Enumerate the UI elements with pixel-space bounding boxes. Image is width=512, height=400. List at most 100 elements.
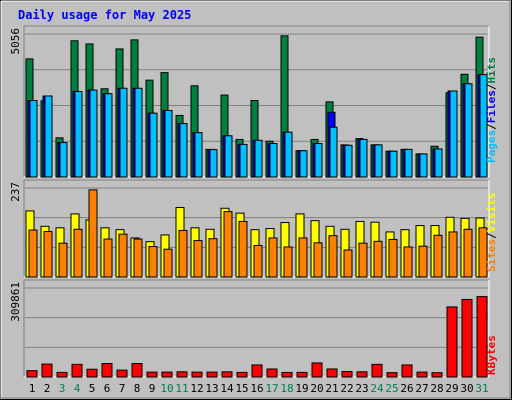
kbytes-bar <box>296 371 308 378</box>
pages-bar <box>209 149 218 178</box>
day-label: 27 <box>415 382 428 395</box>
day-label: 22 <box>340 382 353 395</box>
kbytes-bar <box>191 371 203 378</box>
sites-bar <box>403 246 413 278</box>
sites-bar <box>43 231 53 278</box>
visits-axis-max-label: 237 <box>9 182 22 202</box>
kbytes-bar <box>221 371 233 378</box>
sites-bar <box>328 235 338 278</box>
pages-bar <box>449 90 458 178</box>
sites-bar <box>133 238 143 278</box>
kbytes-bar <box>161 371 173 378</box>
sites-bar <box>463 228 473 278</box>
day-label: 24 <box>370 382 384 395</box>
sites-bar <box>28 229 38 278</box>
sites-bar <box>88 189 98 278</box>
sites-bar <box>103 238 113 278</box>
pages-bar <box>44 95 53 178</box>
day-label: 2 <box>44 382 51 395</box>
sites-bar <box>268 237 278 278</box>
kbytes-axis-max-label: 309861 <box>9 282 22 322</box>
pages-bar <box>464 83 473 178</box>
sites-bar <box>478 227 488 278</box>
kbytes-bar <box>116 369 128 378</box>
kbytes-bar <box>251 364 263 378</box>
sites-bar <box>448 231 458 278</box>
pages-bar <box>89 89 98 178</box>
legend-separator: / <box>485 123 498 130</box>
sites-bar <box>178 229 188 278</box>
day-label: 20 <box>310 382 323 395</box>
kbytes-bar <box>476 296 488 378</box>
pages-bar <box>239 143 248 178</box>
day-label: 12 <box>190 382 203 395</box>
kbytes-bar <box>131 363 143 378</box>
kbytes-bar <box>311 362 323 378</box>
sites-bar <box>118 233 128 278</box>
pages-bar <box>284 131 293 178</box>
day-label: 23 <box>355 382 368 395</box>
kbytes-bar <box>146 371 158 378</box>
kbytes-bar <box>461 298 473 378</box>
kbytes-bar <box>326 368 338 378</box>
day-label: 8 <box>134 382 141 395</box>
legend-kbytes: KBytes <box>485 335 498 375</box>
day-label: 3 <box>59 382 66 395</box>
kbytes-bar <box>401 364 413 378</box>
pages-bar <box>299 150 308 178</box>
kbytes-bar <box>176 371 188 378</box>
day-label: 25 <box>385 382 398 395</box>
sites-bar <box>388 238 398 278</box>
day-label: 30 <box>460 382 473 395</box>
day-label: 15 <box>235 382 248 395</box>
kbytes-bar <box>416 371 428 378</box>
day-label: 26 <box>400 382 413 395</box>
kbytes-bar <box>356 371 368 378</box>
kbytes-bar <box>236 371 248 378</box>
day-label: 21 <box>325 382 338 395</box>
day-label: 14 <box>220 382 234 395</box>
pages-bar <box>149 112 158 178</box>
pages-bar <box>119 87 128 178</box>
sites-bar <box>238 220 248 278</box>
sites-bar <box>358 242 368 278</box>
day-label: 10 <box>160 382 173 395</box>
kbytes-bar <box>386 372 398 378</box>
sites-bar <box>223 211 233 278</box>
pages-bar <box>359 138 368 178</box>
pages-bar <box>389 150 398 178</box>
sites-bar <box>418 245 428 278</box>
sites-bar <box>343 249 353 278</box>
day-label: 18 <box>280 382 293 395</box>
sites-bar <box>73 228 83 278</box>
sites-bar <box>163 248 173 278</box>
pages-bar <box>224 135 233 178</box>
sites-bar <box>208 238 218 278</box>
day-label: 4 <box>74 382 81 395</box>
kbytes-bar <box>341 371 353 378</box>
day-label: 13 <box>205 382 218 395</box>
legend-pages: Pages <box>485 130 498 163</box>
pages-bar <box>344 144 353 178</box>
day-label: 1 <box>29 382 36 395</box>
sites-bar <box>253 244 263 278</box>
day-label: 17 <box>265 382 278 395</box>
legend-separator: / <box>485 232 498 239</box>
legend-sites: Sites <box>485 239 498 272</box>
hits-axis-max-label: 5056 <box>9 28 22 55</box>
pages-bar <box>314 143 323 178</box>
kbytes-bar <box>41 363 53 378</box>
sites-bar <box>148 246 158 278</box>
pages-bar <box>134 87 143 178</box>
kbytes-panel-plot-area <box>24 280 489 377</box>
legend-separator: / <box>485 83 498 90</box>
pages-bar <box>59 142 68 178</box>
visits-panel-legend: Sites/Visits <box>485 193 498 273</box>
kbytes-bar <box>281 371 293 378</box>
pages-bar <box>419 153 428 178</box>
kbytes-bar <box>371 363 383 378</box>
visits-sites-panel <box>23 179 490 278</box>
pages-bar <box>164 109 173 178</box>
kbytes-bar <box>26 370 38 378</box>
